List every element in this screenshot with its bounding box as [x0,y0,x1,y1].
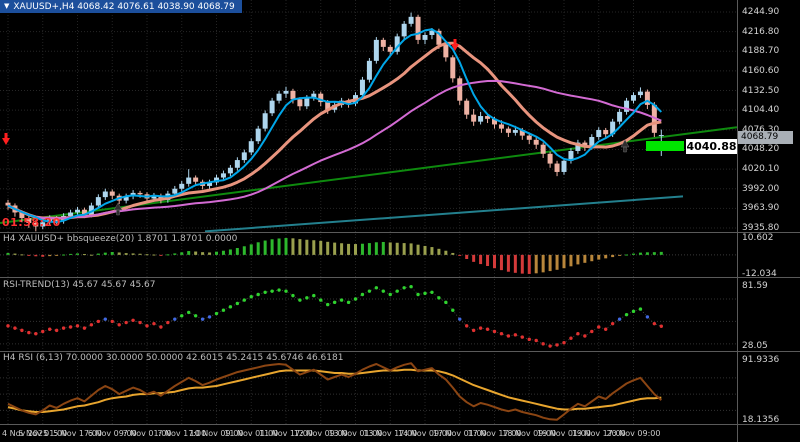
rsi-indicator-header: H4 RSI (6,13) 70.0000 30.0000 50.0000 42… [3,353,344,363]
time-tick-label: 20 Nov 09:00 [606,429,661,438]
price-tick-label: 4132.50 [742,85,780,96]
chart-menu-icon[interactable]: ▼ [4,2,10,10]
price-tick-label: 4160.60 [742,65,780,76]
sell-arrow-left-edge [2,133,10,145]
current-price-tag: 4068.79 [738,131,793,144]
time-tick-label: 13 Nov 01:00 [328,429,383,438]
time-tick-label: 5 Nov 17:00 [53,429,102,438]
rsi-trend-tick-label: 28.05 [742,341,768,351]
squeeze-indicator-header: H4 XAUUSD+ bbsqueeze(20) 1.8701 1.8701 0… [3,234,238,244]
rsi-tick-label: 18.1356 [742,415,780,425]
time-tick-label: 17 Nov 01:00 [432,429,487,438]
candle-countdown-timer: 01:58:20 [2,216,61,229]
squeeze-tick-label: -12.034 [742,269,777,279]
rsi-trend-indicator-header: RSI-TREND(13) 45.67 45.67 45.67 [3,280,156,290]
ascending-support-line [0,126,738,224]
rsi-fast-brown [7,362,662,421]
price-tick-label: 4216.80 [742,26,780,37]
rsi-tick-label: 91.9336 [742,355,780,365]
rsi-slow-orange [7,368,662,413]
price-tick-label: 4104.40 [742,105,780,116]
time-tick-label: 13 Nov 17:00 [363,429,418,438]
time-tick-label: 18 Nov 09:00 [502,429,557,438]
time-tick-label: 4 Nov 2025 [2,429,49,438]
time-tick-label: 7 Nov 17:00 [157,429,207,438]
time-tick-label: 14 Nov 09:00 [398,429,452,438]
secondary-trend-line [204,195,684,233]
time-tick-label: 17 Nov 17:00 [467,429,522,438]
symbol-ohlc-text: XAUUSD+,H4 4068.42 4076.61 4038.90 4068.… [13,1,235,12]
time-scale[interactable]: 4 Nov 2025 5 Nov 01:00 5 Nov 17:00 6 Nov 09… [0,424,800,442]
price-scale[interactable]: 4244.90 4216.80 4188.70 4160.60 4132.50 4104.… [737,0,800,442]
time-tick-label: 11 Nov 01:00 [224,429,279,438]
squeeze-tick-label: 10.602 [742,233,774,243]
black-arrow-1 [113,202,123,216]
price-tick-label: 4188.70 [742,46,780,57]
time-tick-label: 19 Nov 01:00 [537,429,591,438]
price-tick-label: 3935.80 [742,223,780,233]
price-tick-label: 4048.20 [742,144,780,155]
symbol-info-bar[interactable]: ▼ XAUUSD+,H4 4068.42 4076.61 4038.90 406… [0,0,242,13]
price-tick-label: 4244.90 [742,7,780,17]
time-tick-label: 19 Nov 17:00 [571,429,626,438]
price-level-label[interactable]: 4040.88 [686,139,737,154]
black-arrow-2 [620,139,630,153]
time-tick-label: 6 Nov 09:00 [87,429,137,438]
time-tick-label: 5 Nov 01:00 [18,429,68,438]
ma-fast-cyan [7,28,663,224]
time-tick-label: 7 Nov 01:00 [122,429,172,438]
price-tick-label: 3963.90 [742,203,780,214]
order-highlight-box [646,141,684,151]
rsi-trend-tick-label: 81.59 [742,281,768,291]
price-tick-label: 4020.10 [742,164,780,175]
price-tick-label: 3992.00 [742,183,780,194]
time-tick-label: 11 Nov 17:00 [259,429,313,438]
time-tick-label: 10 Nov 09:00 [189,429,244,438]
price-tick-label: 4076.30 [742,124,780,135]
sell-arrow [451,39,459,51]
time-tick-label: 12 Nov 09:00 [293,429,348,438]
